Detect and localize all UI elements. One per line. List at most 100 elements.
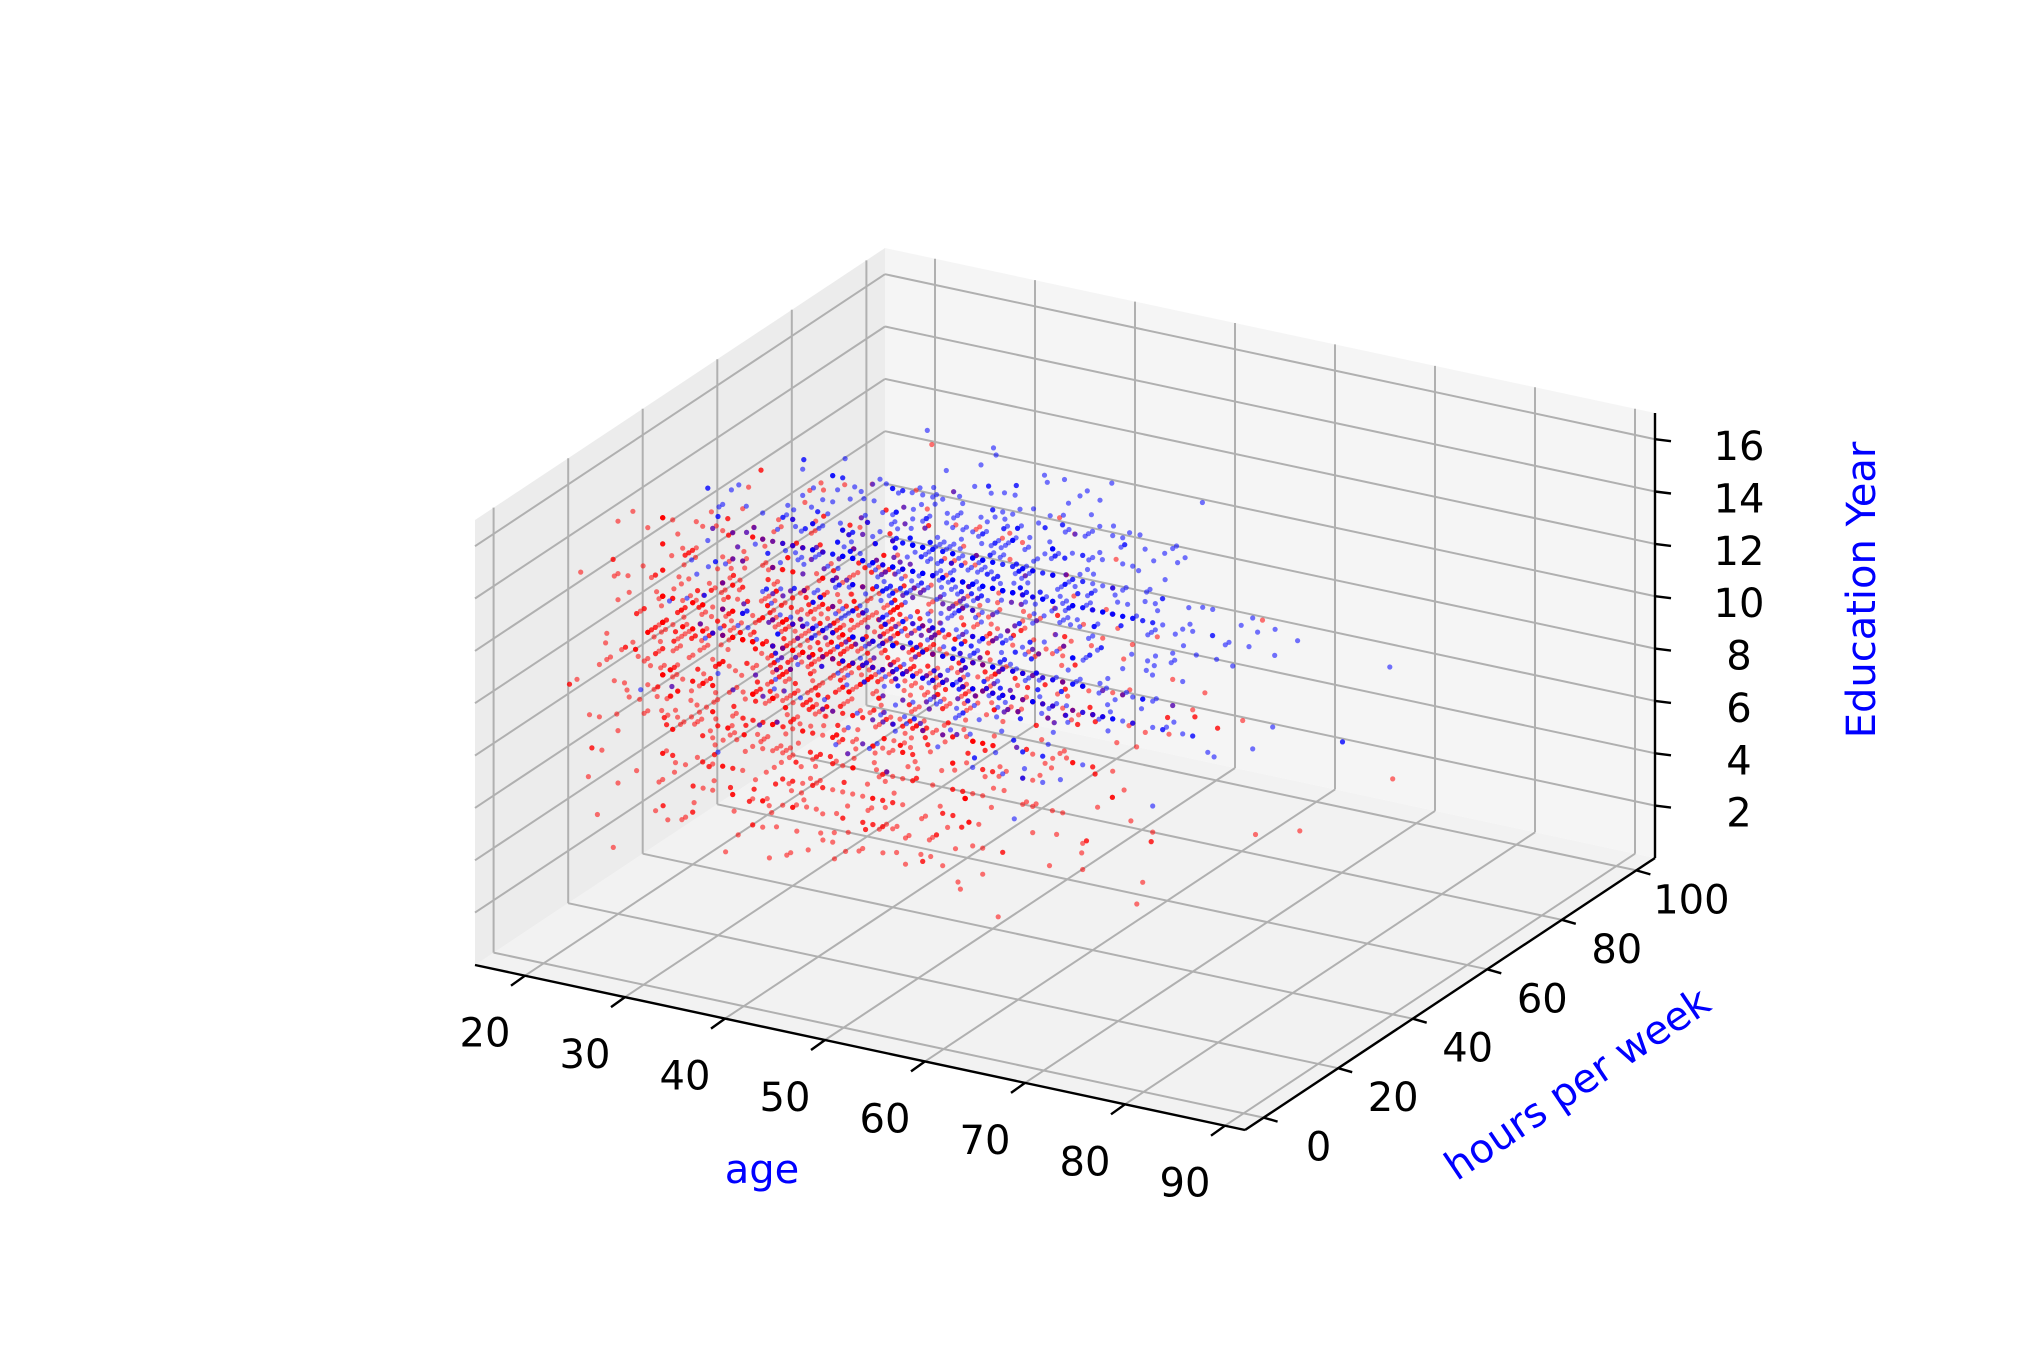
data-point — [743, 556, 750, 562]
data-point — [909, 578, 915, 584]
data-point — [740, 715, 746, 721]
data-point — [870, 795, 876, 801]
data-point — [790, 569, 796, 575]
data-point — [1200, 604, 1206, 610]
data-point — [901, 661, 907, 667]
data-point — [700, 680, 706, 687]
data-point — [614, 711, 620, 717]
data-point — [708, 587, 714, 593]
data-point — [876, 669, 882, 675]
data-point — [870, 664, 876, 671]
data-point — [812, 606, 818, 612]
data-point — [1123, 689, 1130, 695]
data-point — [658, 603, 665, 609]
data-point — [928, 853, 934, 860]
data-point — [655, 684, 661, 690]
data-point — [696, 604, 702, 610]
data-point — [845, 698, 851, 704]
data-point — [884, 769, 890, 775]
data-point — [967, 705, 974, 711]
data-point — [880, 824, 886, 830]
data-point — [900, 618, 906, 625]
data-point — [908, 656, 915, 662]
data-point — [945, 824, 951, 831]
data-point — [780, 619, 786, 625]
data-point — [808, 609, 814, 615]
axes-group — [474, 413, 1672, 1137]
z-grid-back — [884, 534, 1656, 702]
data-point — [732, 668, 739, 674]
data-point — [770, 617, 776, 623]
data-point — [1000, 509, 1006, 515]
data-point — [873, 610, 880, 616]
data-point — [938, 620, 944, 626]
data-point — [910, 594, 916, 601]
data-point — [884, 628, 891, 634]
data-point — [1193, 652, 1199, 658]
data-point — [741, 548, 747, 555]
data-point — [938, 568, 944, 574]
data-point — [897, 585, 904, 591]
data-point — [653, 651, 659, 657]
data-point — [786, 676, 792, 682]
data-point — [765, 550, 771, 556]
data-point — [1125, 601, 1131, 607]
data-point — [883, 821, 890, 827]
data-point — [660, 619, 666, 626]
data-point — [774, 667, 780, 673]
data-point — [930, 599, 936, 605]
z-tick-label: 8 — [1726, 634, 1751, 680]
y-tick-label: 40 — [1442, 1026, 1493, 1072]
data-point — [993, 452, 999, 458]
data-point — [1152, 653, 1159, 659]
data-point — [1130, 694, 1136, 700]
data-point — [780, 567, 786, 573]
data-point — [976, 717, 982, 723]
data-point — [958, 615, 965, 621]
data-point — [731, 703, 737, 710]
data-point — [779, 655, 785, 661]
data-point — [810, 730, 816, 736]
data-point — [1017, 585, 1023, 591]
data-point — [830, 630, 836, 636]
data-point — [812, 711, 818, 717]
data-point — [987, 631, 993, 637]
data-point — [1065, 719, 1071, 725]
data-point — [784, 695, 790, 701]
data-point — [855, 648, 861, 654]
data-point — [952, 636, 958, 642]
data-point — [980, 531, 986, 537]
data-point — [766, 619, 772, 625]
data-point — [817, 751, 824, 758]
data-point — [768, 600, 775, 606]
data-point — [950, 603, 956, 609]
data-point — [1170, 676, 1176, 683]
data-point — [781, 688, 787, 694]
data-point — [1040, 701, 1046, 707]
data-point — [807, 671, 814, 677]
data-point — [1027, 534, 1033, 541]
data-point — [893, 509, 899, 515]
data-point — [752, 777, 759, 783]
data-point — [674, 645, 680, 651]
data-point — [777, 560, 784, 566]
y-grid-floor — [642, 852, 1413, 1020]
data-point — [958, 693, 965, 699]
data-point — [1162, 577, 1168, 583]
data-point — [853, 746, 859, 752]
data-point — [710, 761, 716, 767]
z-tick-mark — [1654, 699, 1672, 705]
data-point — [878, 650, 885, 656]
data-point — [797, 642, 803, 648]
data-point — [918, 851, 924, 858]
y-tick-label: 20 — [1368, 1075, 1419, 1121]
data-point — [840, 710, 846, 716]
z-tick-label: 14 — [1714, 477, 1765, 523]
data-point — [1020, 670, 1026, 677]
data-point — [705, 485, 711, 491]
data-point — [737, 577, 743, 583]
data-point — [670, 674, 676, 680]
y-grid-floor — [567, 902, 1339, 1070]
data-point — [926, 706, 932, 712]
